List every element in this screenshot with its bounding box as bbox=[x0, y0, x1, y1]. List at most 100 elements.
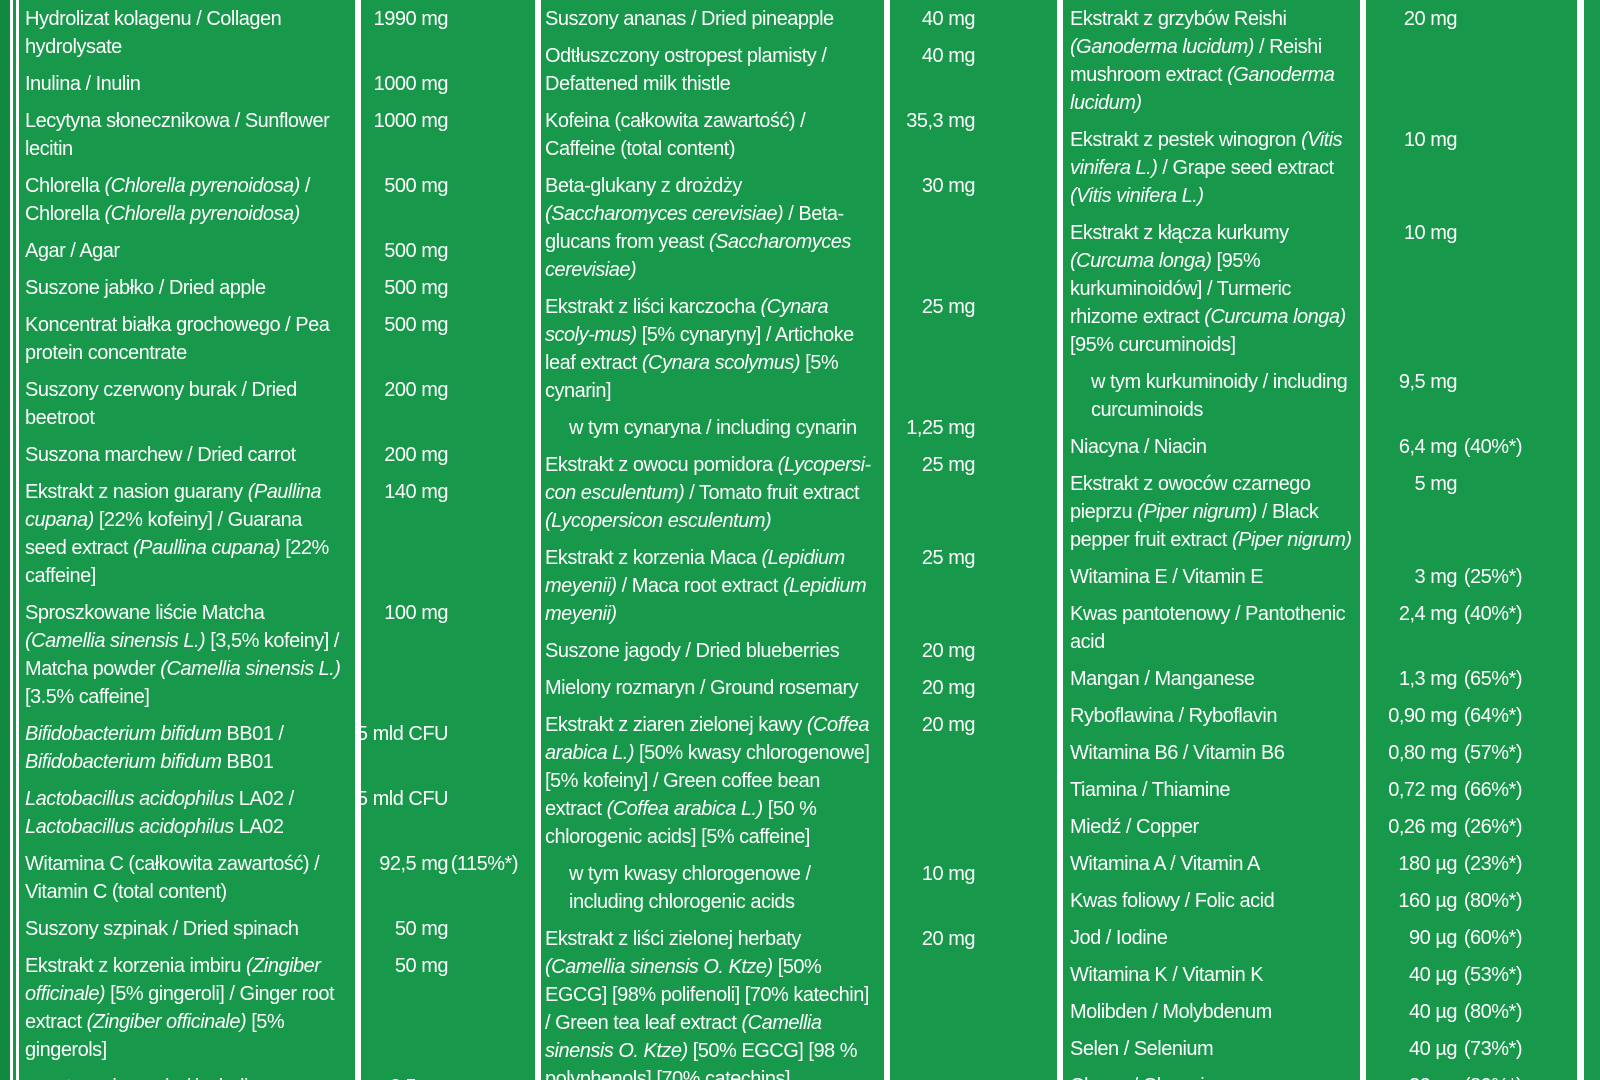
ingredient-daily-percent bbox=[1457, 219, 1522, 247]
ingredient-amount: 30 mg bbox=[921, 175, 976, 197]
ingredient-daily-percent bbox=[448, 720, 518, 748]
ingredient-value: 5 mld CFU bbox=[355, 720, 535, 748]
table-row: Molibden / Molybdenum 40 µg (80%*) bbox=[1063, 998, 1577, 1026]
ingredient-name: Chlorella (Chlorella pyrenoidosa) / Chlo… bbox=[25, 175, 310, 225]
ingredient-daily-percent: (80%*) bbox=[1463, 890, 1523, 912]
ingredient-daily-percent bbox=[448, 599, 518, 627]
ingredient-name: Ekstrakt z korzenia Maca (Lepidium meyen… bbox=[545, 547, 867, 625]
column-separator-1 bbox=[355, 0, 361, 1080]
ingredient-amount: 35,3 mg bbox=[906, 110, 975, 132]
ingredient-name: Lactobacillus acidophilus LA02 / Lactoba… bbox=[25, 788, 294, 838]
section-separator-2 bbox=[1057, 0, 1063, 1080]
ingredient-name: Jod / Iodine bbox=[1070, 927, 1168, 949]
ingredient-amount: 40 mg bbox=[921, 45, 976, 67]
ingredient-daily-percent: (73%*) bbox=[1463, 1038, 1523, 1060]
ingredient-amount: 32 µg bbox=[1360, 1072, 1457, 1080]
table-row: Mielony rozmaryn / Ground rosemary 20 mg bbox=[541, 674, 1057, 702]
ingredient-name: Agar / Agar bbox=[25, 240, 120, 262]
ingredients-section-right: Ekstrakt z grzybów Reishi (Ganoderma luc… bbox=[1063, 0, 1577, 1080]
ingredient-value: 20 mg bbox=[1360, 5, 1577, 33]
right-border-line bbox=[1577, 0, 1584, 1080]
ingredient-daily-percent bbox=[448, 441, 518, 469]
ingredient-amount: 500 mg bbox=[384, 277, 448, 299]
ingredient-name: Witamina A / Vitamin A bbox=[1070, 853, 1260, 875]
section-separator-1 bbox=[535, 0, 541, 1080]
table-row: Kofeina (całkowita zawartość) / Caffeine… bbox=[541, 107, 1057, 163]
ingredient-amount: 100 mg bbox=[384, 602, 448, 624]
ingredient-name: Kwas foliowy / Folic acid bbox=[1070, 890, 1275, 912]
ingredient-value: 500 mg bbox=[355, 172, 535, 200]
table-row: Agar / Agar 500 mg bbox=[19, 237, 535, 265]
ingredient-amount: 40 µg bbox=[1409, 1001, 1457, 1023]
table-row: Ekstrakt z owoców czarnego pieprzu (Pipe… bbox=[1063, 470, 1577, 554]
ingredient-value: 30 mg bbox=[884, 172, 1057, 200]
table-row: Odtłuszczony ostropest plamisty / Defatt… bbox=[541, 42, 1057, 98]
ingredient-name: Molibden / Molybdenum bbox=[1070, 1001, 1272, 1023]
ingredient-name: Inulina / Inulin bbox=[25, 73, 141, 95]
table-row: Kwas pantotenowy / Pantothenic acid 2,4 m… bbox=[1063, 600, 1577, 656]
ingredient-name: w tym cynaryna / including cynarin bbox=[569, 417, 857, 439]
ingredient-amount: 0,90 mg bbox=[1388, 705, 1457, 727]
table-row: Suszona marchew / Dried carrot 200 mg bbox=[19, 441, 535, 469]
ingredient-value: 35,3 mg bbox=[884, 107, 1057, 135]
ingredient-amount: 500 mg bbox=[384, 314, 448, 336]
table-row: Sproszkowane liście Matcha (Camellia sin… bbox=[19, 599, 535, 711]
table-row: Ekstrakt z grzybów Reishi (Ganoderma luc… bbox=[1063, 5, 1577, 117]
ingredient-name: Hydrolizat kolagenu / Collagen hydrolysa… bbox=[25, 8, 282, 58]
ingredient-amount: 1,3 mg bbox=[1398, 668, 1458, 690]
ingredient-daily-percent: (80%*) bbox=[1457, 1072, 1523, 1080]
ingredient-daily-percent: (115%*) bbox=[450, 853, 519, 875]
table-row: Chrom / Chromium32 µg(80%*) bbox=[1063, 1072, 1577, 1080]
ingredient-amount: 1000 mg bbox=[373, 73, 449, 95]
table-row: Selen / Selenium 40 µg (73%*) bbox=[1063, 1035, 1577, 1063]
ingredient-amount: 180 µg bbox=[1398, 853, 1457, 875]
table-row: Witamina C (całkowita zawartość) / Vitam… bbox=[19, 850, 535, 906]
ingredient-value: 10 mg bbox=[1360, 219, 1577, 247]
ingredient-name: Odtłuszczony ostropest plamisty / Defatt… bbox=[545, 45, 827, 95]
ingredient-amount: 6,4 mg bbox=[1398, 436, 1458, 458]
ingredient-name: Witamina K / Vitamin K bbox=[1070, 964, 1264, 986]
ingredient-daily-percent: (23%*) bbox=[1463, 853, 1523, 875]
ingredient-value: 0,26 mg (26%*) bbox=[1360, 813, 1577, 841]
ingredient-value: 50 mg bbox=[355, 952, 535, 980]
table-row: Miedź / Copper 0,26 mg (26%*) bbox=[1063, 813, 1577, 841]
ingredient-amount: 90 µg bbox=[1409, 927, 1457, 949]
table-row: Niacyna / Niacin 6,4 mg (40%*) bbox=[1063, 433, 1577, 461]
ingredient-value: 92,5 mg (115%*) bbox=[355, 850, 535, 878]
ingredient-name: Witamina E / Vitamin E bbox=[1070, 566, 1264, 588]
ingredient-name: Kwas pantotenowy / Pantothenic acid bbox=[1070, 603, 1346, 653]
ingredient-amount: 1000 mg bbox=[373, 110, 449, 132]
ingredient-name: Suszone jabłko / Dried apple bbox=[25, 277, 266, 299]
ingredient-value: 100 mg bbox=[355, 599, 535, 627]
ingredient-name: Koncentrat białka grochowego / Pea prote… bbox=[25, 314, 330, 364]
ingredient-name: Suszone jagody / Dried blueberries bbox=[545, 640, 840, 662]
ingredient-name: Mielony rozmaryn / Ground rosemary bbox=[545, 677, 859, 699]
ingredient-amount: 25 mg bbox=[921, 547, 976, 569]
ingredient-value: 180 µg (23%*) bbox=[1360, 850, 1577, 878]
ingredient-amount: 10 mg bbox=[921, 863, 976, 885]
ingredient-daily-percent: (66%*) bbox=[1463, 779, 1523, 801]
ingredient-name: Ekstrakt z liści zielonej herbaty (Camel… bbox=[545, 928, 869, 1080]
ingredient-amount: 25 mg bbox=[921, 454, 976, 476]
ingredient-name: Niacyna / Niacin bbox=[1070, 436, 1207, 458]
ingredient-value: 90 µg (60%*) bbox=[1360, 924, 1577, 952]
ingredient-amount: 500 mg bbox=[384, 175, 448, 197]
ingredient-daily-percent bbox=[1457, 470, 1522, 498]
ingredient-daily-percent bbox=[448, 172, 518, 200]
ingredient-name: Bifidobacterium bifidum BB01 / Bifidobac… bbox=[25, 723, 284, 773]
ingredient-amount: 200 mg bbox=[384, 444, 448, 466]
ingredient-daily-percent: (65%*) bbox=[1463, 668, 1523, 690]
ingredient-amount: 20 mg bbox=[921, 640, 976, 662]
ingredient-name: Witamina B6 / Vitamin B6 bbox=[1070, 742, 1285, 764]
table-row: Ekstrakt z nasion guarany (Paullina cupa… bbox=[19, 478, 535, 590]
table-row: Suszone jabłko / Dried apple 500 mg bbox=[19, 274, 535, 302]
ingredient-amount: 40 µg bbox=[1409, 964, 1457, 986]
ingredient-name: w tym kwasy chlorogenowe / including chl… bbox=[569, 863, 811, 913]
ingredient-name: Tiamina / Thiamine bbox=[1070, 779, 1230, 801]
ingredient-value: 40 µg (73%*) bbox=[1360, 1035, 1577, 1063]
ingredient-amount: 1990 mg bbox=[373, 8, 449, 30]
table-row: Ekstrakt z korzenia imbiru (Zingiber off… bbox=[19, 952, 535, 1064]
ingredient-amount: 20 mg bbox=[921, 928, 976, 950]
ingredient-daily-percent bbox=[1457, 126, 1522, 154]
